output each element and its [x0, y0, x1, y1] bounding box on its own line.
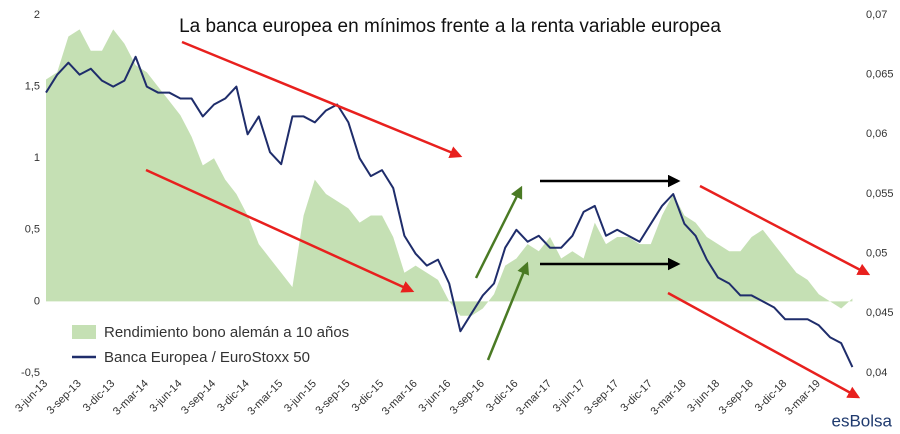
arrow [667, 291, 861, 399]
annotations [145, 40, 871, 399]
chart-title: La banca europea en mínimos frente a la … [179, 16, 721, 37]
x-tick-label: 3-mar-15 [245, 378, 285, 418]
legend-label: Banca Europea / EuroStoxx 50 [104, 349, 310, 366]
area [46, 29, 853, 316]
x-tick-label: 3-mar-14 [111, 378, 151, 418]
y2-tick-label: 0,05 [866, 248, 887, 260]
y-tick-label: 1,5 [25, 81, 40, 93]
legend-label: Rendimiento bono alemán a 10 años [104, 324, 349, 341]
x-tick-label: 3-mar-19 [783, 378, 823, 418]
y-tick-label: 1 [34, 152, 40, 164]
y-tick-label: 0 [34, 295, 40, 307]
x-tick-label: 3-sep-16 [448, 378, 487, 417]
arrow [474, 185, 523, 279]
x-tick-label: 3-sep-17 [582, 378, 621, 417]
y2-tick-label: 0,045 [866, 307, 894, 319]
x-tick-label: 3-mar-18 [649, 378, 689, 418]
line [45, 55, 854, 368]
arrow [181, 40, 463, 158]
y2-tick-label: 0,065 [866, 69, 894, 81]
y2-tick-label: 0,055 [866, 188, 894, 200]
y-tick-label: 0,5 [25, 224, 40, 236]
x-tick-label: 3-mar-17 [514, 378, 554, 418]
x-tick-label: 3-sep-18 [717, 378, 756, 417]
legend-swatch [72, 325, 96, 339]
y2-tick-label: 0,04 [866, 367, 887, 379]
x-tick-label: 3-sep-14 [179, 378, 218, 417]
x-tick-label: 3-sep-13 [45, 378, 84, 417]
y-tick-label: -0,5 [21, 367, 40, 379]
y2-tick-label: 0,07 [866, 9, 887, 21]
arrow [145, 168, 415, 293]
logo: esBolsa [832, 411, 893, 430]
arrow [486, 261, 530, 361]
x-tick-label: 3-sep-15 [313, 378, 352, 417]
x-tick-label: 3-mar-16 [380, 378, 420, 418]
y-tick-label: 2 [34, 9, 40, 21]
arrow [699, 184, 871, 276]
y2-tick-label: 0,06 [866, 128, 887, 140]
